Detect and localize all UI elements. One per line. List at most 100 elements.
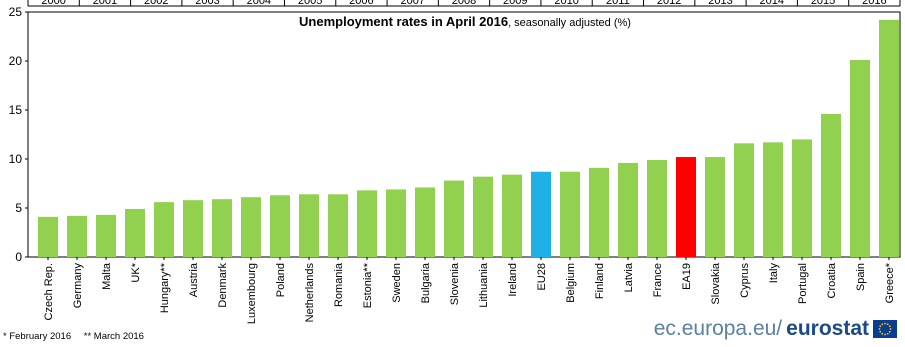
- bar[interactable]: [473, 176, 493, 257]
- bar[interactable]: [38, 216, 58, 257]
- flag-star: [886, 323, 889, 326]
- x-tick-label: Italy: [768, 263, 780, 284]
- year-label[interactable]: 2016: [862, 0, 886, 7]
- flag-star: [881, 332, 884, 335]
- year-label[interactable]: 2011: [606, 0, 630, 7]
- year-label[interactable]: 2006: [349, 0, 373, 7]
- footnote-march: ** March 2016: [83, 331, 144, 342]
- x-tick-label: Netherlands: [304, 263, 316, 323]
- flag-star: [884, 322, 886, 325]
- eu-flag-icon: [873, 320, 897, 338]
- x-tick-label: Cyprus: [739, 263, 751, 298]
- x-tick-label: Sweden: [391, 263, 403, 303]
- y-tick-label: 10: [9, 152, 23, 166]
- year-label[interactable]: 2004: [247, 0, 271, 7]
- flag-star: [888, 330, 891, 333]
- bar[interactable]: [357, 190, 377, 257]
- x-tick-label: EU28: [536, 263, 548, 291]
- year-label[interactable]: 2009: [503, 0, 527, 7]
- bar[interactable]: [821, 113, 841, 257]
- flag-star: [886, 332, 889, 335]
- bar[interactable]: [444, 180, 464, 257]
- x-tick-label: Slovakia: [710, 262, 722, 304]
- bar[interactable]: [299, 194, 319, 257]
- year-label[interactable]: 2015: [811, 0, 835, 7]
- year-label[interactable]: 2010: [554, 0, 578, 7]
- bar[interactable]: [850, 60, 870, 257]
- flag-star: [878, 328, 881, 330]
- bar[interactable]: [676, 157, 696, 257]
- x-tick-label: Poland: [275, 263, 287, 297]
- x-tick-label: France: [652, 263, 664, 297]
- y-tick-label: 5: [15, 201, 22, 215]
- flag-star: [879, 325, 882, 328]
- y-axis: 0 5 10 15 20 25: [9, 5, 28, 264]
- year-label[interactable]: 2003: [195, 0, 219, 7]
- year-label[interactable]: 2014: [760, 0, 784, 7]
- year-label[interactable]: 2001: [93, 0, 117, 7]
- x-tick-label: Belgium: [565, 263, 577, 303]
- y-tick-label: 15: [9, 103, 23, 117]
- year-label[interactable]: 2012: [657, 0, 681, 7]
- brand-url[interactable]: ec.europa.eu/: [653, 317, 783, 340]
- year-label[interactable]: 2005: [298, 0, 322, 7]
- bar[interactable]: [763, 142, 783, 257]
- bar[interactable]: [560, 171, 580, 257]
- x-tick-label: Slovenia: [449, 262, 461, 305]
- x-tick-label: Germany: [72, 263, 84, 309]
- bar[interactable]: [96, 214, 116, 257]
- bar[interactable]: [502, 174, 522, 257]
- bar[interactable]: [705, 157, 725, 257]
- year-strip: 2000 2001 2002 2003 2004 2005 2006 2007 2008 2009…: [27, 0, 901, 7]
- x-tick-label: Latvia: [623, 262, 635, 292]
- bar[interactable]: [531, 171, 551, 257]
- flag-star: [881, 323, 884, 326]
- x-tick-label: Hungary**: [159, 262, 171, 313]
- footnote-february: * February 2016: [3, 331, 72, 342]
- flag-star: [884, 333, 886, 336]
- year-label[interactable]: 2002: [144, 0, 168, 7]
- x-tick-label: Luxembourg: [246, 263, 258, 324]
- y-tick-label: 0: [15, 250, 22, 264]
- bar[interactable]: [415, 187, 435, 257]
- bar[interactable]: [270, 195, 290, 257]
- x-tick-label: Ireland: [507, 263, 519, 297]
- bar[interactable]: [589, 167, 609, 257]
- bar[interactable]: [879, 19, 899, 258]
- flag-star: [879, 330, 882, 333]
- x-tick-label: Greece*: [884, 262, 896, 303]
- x-tick-label: Malta: [101, 262, 113, 290]
- bar[interactable]: [734, 143, 754, 257]
- x-tick-label: Croatia: [826, 262, 838, 298]
- year-label[interactable]: 2000: [41, 0, 65, 7]
- eurostat-brand[interactable]: ec.europa.eu/eurostat: [654, 316, 897, 342]
- x-tick-label: Denmark: [217, 263, 229, 308]
- year-label[interactable]: 2013: [708, 0, 732, 7]
- year-label[interactable]: 2007: [400, 0, 424, 7]
- x-tick-label: Finland: [594, 263, 606, 299]
- x-tick-label: Romania: [333, 262, 345, 307]
- bar[interactable]: [386, 189, 406, 257]
- bar[interactable]: [125, 208, 145, 257]
- flag-star: [889, 328, 892, 330]
- y-tick-label: 25: [9, 5, 23, 19]
- bar[interactable]: [67, 215, 87, 257]
- x-tick-label: Lithuania: [478, 262, 490, 308]
- bar[interactable]: [618, 162, 638, 257]
- x-tick-label: Estonia**: [362, 262, 374, 308]
- year-label[interactable]: 2008: [452, 0, 476, 7]
- bar[interactable]: [241, 197, 261, 257]
- bars: [38, 19, 899, 258]
- bar[interactable]: [328, 194, 348, 257]
- brand-name[interactable]: eurostat: [786, 317, 869, 340]
- x-tick-label: Czech Rep.: [43, 263, 55, 320]
- bar[interactable]: [647, 159, 667, 257]
- chart-title: Unemployment rates in April 2016, season…: [299, 14, 631, 29]
- bar[interactable]: [154, 202, 174, 257]
- bar[interactable]: [183, 200, 203, 257]
- y-tick-label: 20: [9, 54, 23, 68]
- bar[interactable]: [212, 199, 232, 257]
- bar[interactable]: [792, 139, 812, 257]
- x-axis-labels: Czech Rep. Germany Malta UK* Hungary** Austri…: [43, 257, 896, 324]
